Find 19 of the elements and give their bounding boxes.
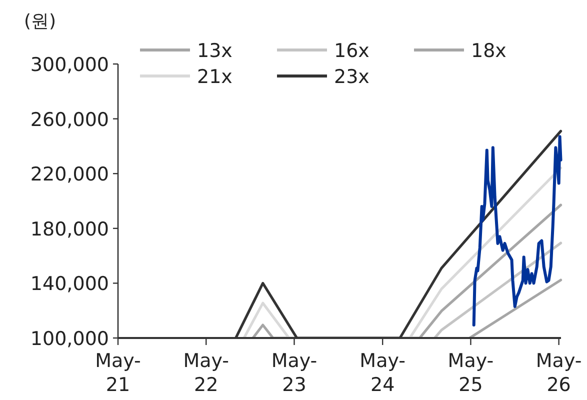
legend-label: 23x (334, 66, 370, 88)
y-tick-label: 260,000 (30, 108, 109, 131)
x-tick-label: May-25 (448, 350, 494, 396)
x-tick-label: May-26 (536, 350, 582, 396)
y-tick-label: 300,000 (30, 54, 109, 76)
y-axis-title: (원) (24, 11, 56, 32)
x-tick-label: May-23 (271, 350, 318, 396)
x-tick-label: May-21 (95, 350, 141, 396)
y-tick-label: 100,000 (30, 328, 109, 350)
legend-label: 13x (197, 40, 232, 62)
legend-label: 16x (334, 40, 370, 62)
y-tick-label: 220,000 (30, 164, 109, 186)
legend-label: 21x (197, 66, 232, 88)
legend-label: 18x (471, 40, 506, 62)
line-series (472, 135, 562, 326)
x-tick-label: May-22 (183, 350, 230, 396)
x-tick-label: May-24 (360, 350, 406, 396)
y-tick-label: 140,000 (30, 273, 109, 296)
y-tick-label: 180,000 (30, 218, 109, 240)
